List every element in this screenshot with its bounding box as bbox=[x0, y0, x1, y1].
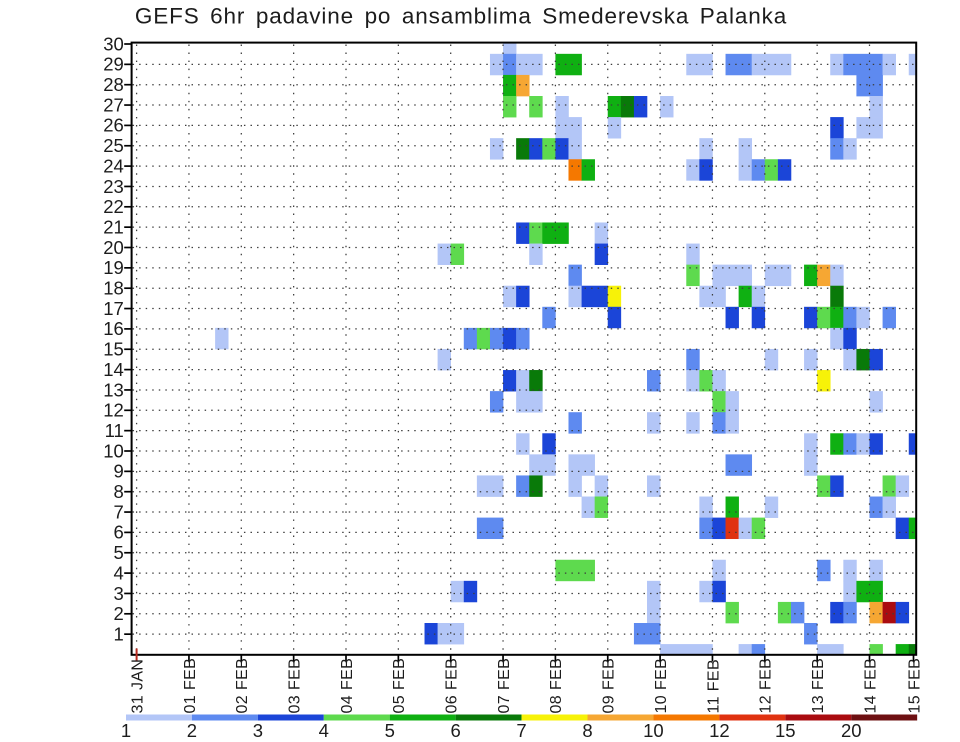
svg-text:2: 2 bbox=[114, 603, 124, 624]
svg-text:1: 1 bbox=[114, 623, 124, 644]
svg-text:11 FEB: 11 FEB bbox=[705, 659, 722, 714]
svg-text:15: 15 bbox=[775, 720, 796, 741]
svg-text:5: 5 bbox=[114, 542, 124, 563]
svg-text:24: 24 bbox=[103, 155, 124, 176]
svg-text:08 FEB: 08 FEB bbox=[548, 658, 565, 714]
svg-text:1: 1 bbox=[121, 720, 131, 741]
svg-text:27: 27 bbox=[103, 94, 124, 115]
svg-text:11: 11 bbox=[105, 420, 124, 441]
svg-text:4: 4 bbox=[114, 562, 124, 583]
svg-text:20: 20 bbox=[103, 237, 124, 258]
svg-text:12 FEB: 12 FEB bbox=[758, 658, 775, 714]
svg-text:14: 14 bbox=[103, 359, 124, 380]
svg-text:8: 8 bbox=[114, 481, 124, 502]
svg-text:20: 20 bbox=[841, 720, 862, 741]
svg-text:31 JAN: 31 JAN bbox=[129, 659, 146, 714]
svg-text:6: 6 bbox=[114, 522, 124, 543]
svg-text:07 FEB: 07 FEB bbox=[496, 658, 513, 714]
svg-text:06 FEB: 06 FEB bbox=[444, 658, 461, 714]
svg-text:GEFS 6hr padavine po ansamblim: GEFS 6hr padavine po ansamblima Smederev… bbox=[135, 4, 787, 29]
svg-text:28: 28 bbox=[103, 74, 124, 95]
svg-text:13: 13 bbox=[103, 379, 124, 400]
svg-text:5: 5 bbox=[385, 720, 395, 741]
svg-text:3: 3 bbox=[253, 720, 263, 741]
svg-text:10: 10 bbox=[103, 440, 124, 461]
svg-text:12: 12 bbox=[103, 400, 124, 421]
svg-text:4: 4 bbox=[319, 720, 329, 741]
svg-text:16: 16 bbox=[103, 318, 124, 339]
svg-text:14 FEB: 14 FEB bbox=[862, 658, 879, 714]
svg-text:15 FEB: 15 FEB bbox=[906, 658, 923, 714]
svg-text:05 FEB: 05 FEB bbox=[391, 658, 408, 714]
svg-text:15: 15 bbox=[103, 339, 124, 360]
svg-text:23: 23 bbox=[103, 176, 124, 197]
svg-text:2: 2 bbox=[187, 720, 197, 741]
svg-text:13 FEB: 13 FEB bbox=[810, 658, 827, 714]
svg-text:29: 29 bbox=[103, 54, 124, 75]
svg-text:18: 18 bbox=[103, 278, 124, 299]
svg-text:02 FEB: 02 FEB bbox=[234, 658, 251, 714]
svg-text:7: 7 bbox=[516, 720, 526, 741]
svg-text:10: 10 bbox=[643, 720, 664, 741]
svg-text:19: 19 bbox=[103, 257, 124, 278]
svg-text:09 FEB: 09 FEB bbox=[601, 658, 618, 714]
svg-text:10 FEB: 10 FEB bbox=[653, 658, 670, 714]
svg-text:04 FEB: 04 FEB bbox=[339, 658, 356, 714]
svg-text:25: 25 bbox=[103, 135, 124, 156]
svg-text:21: 21 bbox=[103, 216, 124, 237]
svg-text:26: 26 bbox=[103, 115, 124, 136]
svg-text:22: 22 bbox=[103, 196, 124, 217]
svg-text:7: 7 bbox=[114, 501, 124, 522]
svg-text:01 FEB: 01 FEB bbox=[182, 658, 199, 714]
svg-text:8: 8 bbox=[582, 720, 592, 741]
svg-text:9: 9 bbox=[114, 461, 124, 482]
svg-text:3: 3 bbox=[114, 583, 124, 604]
svg-text:30: 30 bbox=[103, 33, 124, 54]
svg-text:6: 6 bbox=[451, 720, 461, 741]
svg-text:17: 17 bbox=[103, 298, 124, 319]
svg-text:03 FEB: 03 FEB bbox=[286, 658, 303, 714]
svg-text:12: 12 bbox=[709, 720, 730, 741]
